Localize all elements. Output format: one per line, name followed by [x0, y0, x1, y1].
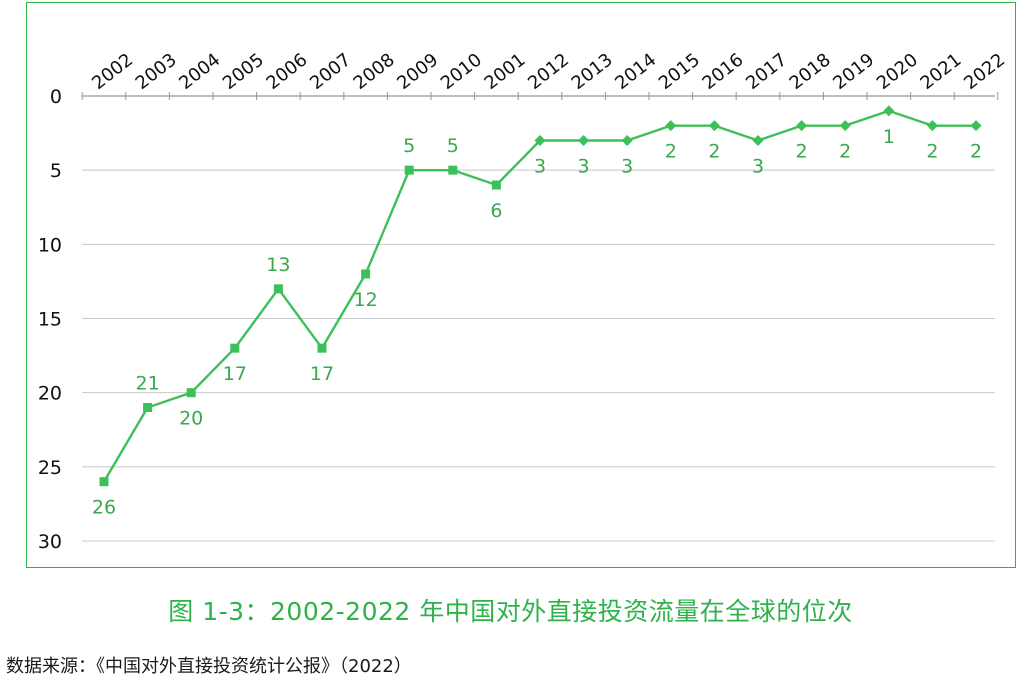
x-tick-label: 2012 — [524, 49, 573, 94]
y-tick-label: 30 — [38, 531, 62, 553]
x-tick-label: 2022 — [960, 49, 1009, 94]
data-label: 6 — [490, 200, 502, 222]
data-point — [317, 343, 327, 353]
data-source: 数据来源：《中国对外直接投资统计公报》（2022） — [6, 656, 412, 677]
data-point — [621, 135, 633, 146]
data-point — [970, 120, 982, 132]
x-tick-label: 2008 — [350, 49, 399, 94]
data-point — [361, 269, 371, 279]
chart-frame — [26, 2, 1016, 568]
data-label: 2 — [839, 141, 851, 163]
data-point — [491, 180, 501, 190]
x-tick-label: 2013 — [568, 49, 617, 94]
data-point — [99, 477, 109, 487]
x-tick-label: 2017 — [742, 49, 791, 94]
y-tick-label: 10 — [38, 234, 62, 256]
x-tick-label: 2016 — [698, 49, 747, 94]
data-point — [448, 165, 458, 175]
data-point — [534, 135, 546, 146]
data-label: 5 — [403, 135, 415, 157]
data-label: 26 — [92, 497, 116, 519]
data-label: 2 — [796, 141, 808, 163]
x-tick-label: 2005 — [219, 49, 268, 94]
y-tick-label: 15 — [38, 309, 62, 331]
data-label: 3 — [752, 156, 764, 178]
y-tick-label: 5 — [50, 160, 62, 182]
x-tick-label: 2018 — [786, 49, 835, 94]
data-label: 2 — [708, 141, 720, 163]
data-label: 1 — [883, 126, 895, 148]
x-tick-label: 2010 — [437, 49, 486, 94]
data-label: 21 — [136, 373, 160, 395]
data-point — [796, 120, 808, 132]
data-label: 3 — [578, 156, 590, 178]
x-tick-label: 2021 — [916, 49, 965, 94]
data-point — [578, 135, 590, 146]
x-tick-label: 2009 — [393, 49, 442, 94]
y-tick-label: 0 — [50, 86, 62, 108]
data-point — [708, 120, 720, 132]
data-point — [665, 120, 677, 132]
x-tick-label: 2014 — [611, 49, 660, 94]
x-tick-label: 2007 — [306, 49, 355, 94]
x-tick-label: 2003 — [132, 49, 181, 94]
data-point — [230, 343, 240, 353]
data-label: 13 — [266, 254, 290, 276]
data-label: 12 — [354, 289, 378, 311]
chart-caption: 图 1-3：2002-2022 年中国对外直接投资流量在全球的位次 — [168, 597, 853, 626]
data-label: 20 — [179, 408, 203, 430]
data-point — [839, 120, 851, 132]
y-tick-label: 25 — [38, 457, 62, 479]
x-tick-label: 2019 — [829, 49, 878, 94]
data-point — [752, 135, 764, 146]
data-point — [186, 388, 196, 398]
data-label: 5 — [447, 135, 459, 157]
x-tick-label: 2002 — [88, 49, 137, 94]
line-chart: 0510152025302002200320042005200620072008… — [38, 49, 1009, 553]
data-label: 3 — [534, 156, 546, 178]
y-tick-label: 20 — [38, 383, 62, 405]
data-label: 2 — [970, 141, 982, 163]
x-tick-label: 2004 — [175, 49, 224, 94]
data-label: 17 — [310, 363, 334, 385]
x-tick-label: 2001 — [480, 49, 529, 94]
data-point — [926, 120, 938, 132]
data-point — [883, 105, 895, 117]
data-label: 3 — [621, 156, 633, 178]
x-tick-label: 2015 — [655, 49, 704, 94]
data-point — [404, 165, 414, 175]
data-point — [273, 284, 283, 294]
data-label: 17 — [223, 363, 247, 385]
data-label: 2 — [665, 141, 677, 163]
x-tick-label: 2020 — [873, 49, 922, 94]
data-label: 2 — [926, 141, 938, 163]
data-point — [143, 403, 153, 412]
x-tick-label: 2006 — [262, 49, 311, 94]
